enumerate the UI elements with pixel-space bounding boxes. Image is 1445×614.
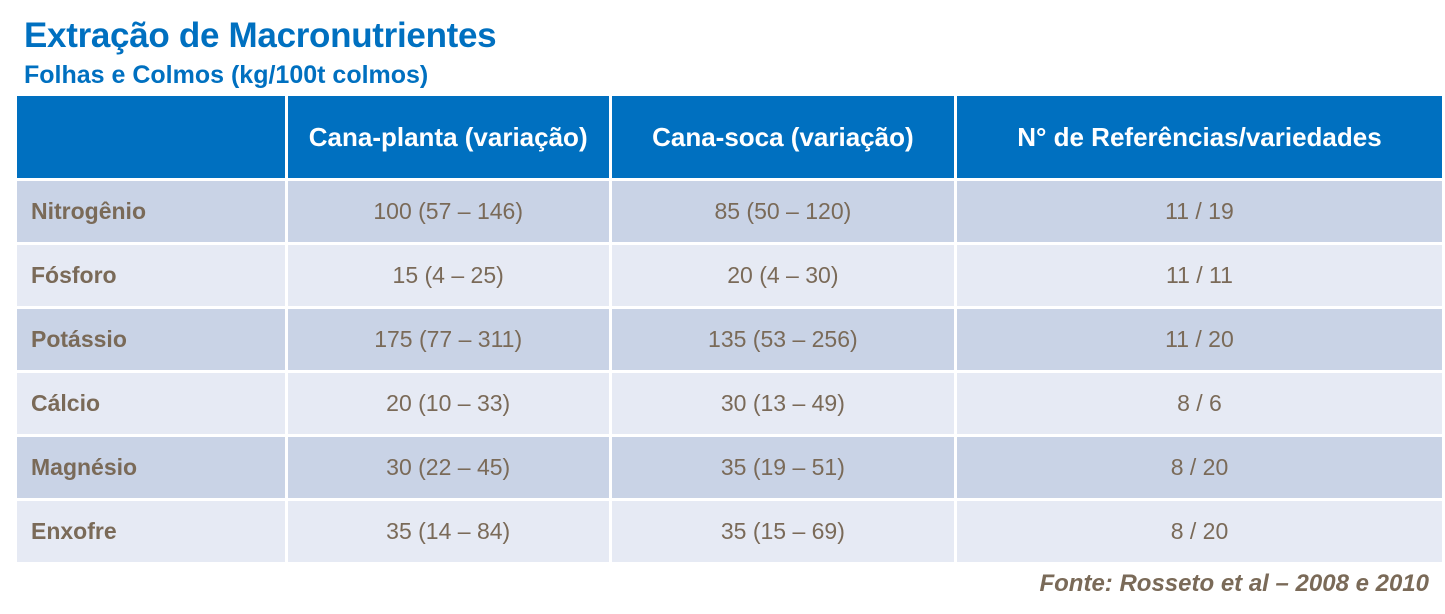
- table-cell: 15 (4 – 25): [287, 245, 609, 306]
- table-cell: 135 (53 – 256): [611, 309, 954, 370]
- table-cell: 35 (14 – 84): [287, 501, 609, 562]
- table-cell: 11 / 19: [956, 181, 1442, 242]
- table-cell: 11 / 11: [956, 245, 1442, 306]
- table-row: Enxofre 35 (14 – 84) 35 (15 – 69) 8 / 20: [17, 501, 1442, 562]
- header-empty: [17, 96, 285, 178]
- header-cana-planta: Cana-planta (variação): [287, 96, 609, 178]
- table-cell: 8 / 20: [956, 437, 1442, 498]
- table-cell: 20 (10 – 33): [287, 373, 609, 434]
- table-cell: 35 (15 – 69): [611, 501, 954, 562]
- nutrient-name: Cálcio: [17, 373, 285, 434]
- table-cell: 85 (50 – 120): [611, 181, 954, 242]
- table-cell: 35 (19 – 51): [611, 437, 954, 498]
- source-note: Fonte: Rosseto et al – 2008 e 2010: [1039, 570, 1429, 597]
- table-cell: 100 (57 – 146): [287, 181, 609, 242]
- table-cell: 8 / 6: [956, 373, 1442, 434]
- table-row: Potássio 175 (77 – 311) 135 (53 – 256) 11 /…: [17, 309, 1442, 370]
- table-cell: 30 (22 – 45): [287, 437, 609, 498]
- nutrient-name: Fósforo: [17, 245, 285, 306]
- nutrient-name: Nitrogênio: [17, 181, 285, 242]
- table-row: Magnésio 30 (22 – 45) 35 (19 – 51) 8 / 20: [17, 437, 1442, 498]
- nutrient-name: Enxofre: [17, 501, 285, 562]
- table-header-row: Cana-planta (variação) Cana-soca (variaç…: [17, 96, 1442, 178]
- table-row: Cálcio 20 (10 – 33) 30 (13 – 49) 8 / 6: [17, 373, 1442, 434]
- page-subtitle: Folhas e Colmos (kg/100t colmos): [24, 61, 429, 89]
- table-cell: 8 / 20: [956, 501, 1442, 562]
- header-cana-soca: Cana-soca (variação): [611, 96, 954, 178]
- header-references: N° de Referências/variedades: [956, 96, 1442, 178]
- macronutrient-table: Cana-planta (variação) Cana-soca (variaç…: [14, 93, 1445, 565]
- table-cell: 30 (13 – 49): [611, 373, 954, 434]
- nutrient-name: Potássio: [17, 309, 285, 370]
- table-cell: 11 / 20: [956, 309, 1442, 370]
- table-cell: 175 (77 – 311): [287, 309, 609, 370]
- table-row: Nitrogênio 100 (57 – 146) 85 (50 – 120) 11 …: [17, 181, 1442, 242]
- page-title: Extração de Macronutrientes: [24, 16, 497, 55]
- nutrient-name: Magnésio: [17, 437, 285, 498]
- table-row: Fósforo 15 (4 – 25) 20 (4 – 30) 11 / 11: [17, 245, 1442, 306]
- table-cell: 20 (4 – 30): [611, 245, 954, 306]
